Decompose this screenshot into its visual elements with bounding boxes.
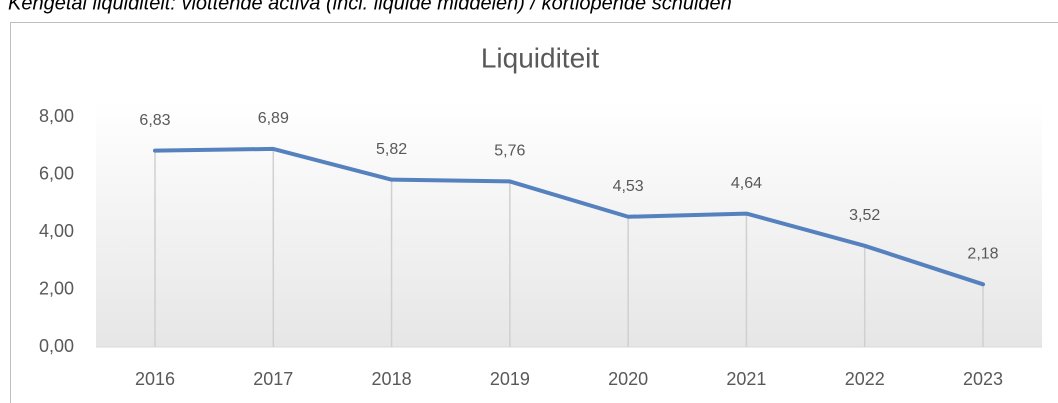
- y-tick-label: 2,00: [39, 278, 74, 298]
- data-label: 5,76: [494, 143, 525, 160]
- data-label: 4,64: [731, 175, 762, 192]
- x-tick-label: 2019: [490, 369, 530, 389]
- x-tick-label: 2020: [608, 369, 648, 389]
- data-label: 6,83: [139, 112, 170, 129]
- x-tick-label: 2016: [135, 369, 175, 389]
- chart-title: Liquiditeit: [481, 42, 600, 73]
- data-label: 3,52: [849, 207, 880, 224]
- line: [153, 146, 985, 287]
- data-label: 2,18: [967, 246, 998, 263]
- x-tick-label: 2022: [845, 369, 885, 389]
- subtitle: Kengetal liquiditeit: vlottende activa (…: [8, 0, 732, 14]
- y-tick-label: 0,00: [39, 336, 74, 356]
- data-label: 4,53: [613, 178, 644, 195]
- plot-area: [96, 100, 1042, 347]
- x-tick-label: 2021: [726, 369, 766, 389]
- y-tick-label: 4,00: [39, 221, 74, 241]
- data-label: 5,82: [376, 141, 407, 158]
- y-tick-label: 6,00: [39, 163, 74, 183]
- x-tick-label: 2023: [963, 369, 1003, 389]
- x-tick-label: 2017: [253, 369, 293, 389]
- y-tick-label: 8,00: [39, 106, 74, 126]
- data-label: 6,89: [258, 110, 289, 127]
- x-tick-label: 2018: [372, 369, 412, 389]
